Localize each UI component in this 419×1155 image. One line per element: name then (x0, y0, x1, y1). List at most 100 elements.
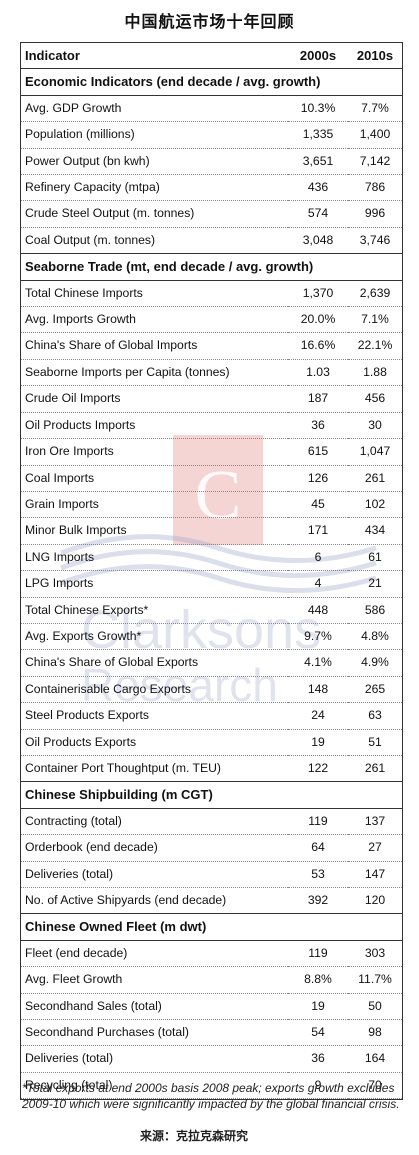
value-2000s: 36 (288, 412, 348, 440)
value-2000s: 20.0% (288, 306, 348, 334)
section-header-row: Chinese Owned Fleet (m dwt) (21, 913, 402, 941)
value-2010s: 21 (348, 570, 402, 598)
section-header-row: Seaborne Trade (mt, end decade / avg. gr… (21, 253, 402, 281)
value-2010s: 102 (348, 491, 402, 519)
table-row: Seaborne Imports per Capita (tonnes) 1.03… (21, 359, 402, 387)
table-row: Avg. GDP Growth 10.3% 7.7% (21, 95, 402, 123)
row-label: Coal Imports (21, 465, 288, 492)
row-label: Avg. Imports Growth (21, 306, 288, 334)
value-2010s: 147 (348, 861, 402, 889)
row-label: Power Output (bn kwh) (21, 148, 288, 176)
value-2010s: 786 (348, 174, 402, 202)
row-label: Secondhand Purchases (total) (21, 1019, 288, 1047)
table-row: China's Share of Global Exports 4.1% 4.9% (21, 649, 402, 677)
section-header-row: Economic Indicators (end decade / avg. g… (21, 68, 402, 96)
value-2010s: 137 (348, 808, 402, 836)
value-2010s: 11.7% (348, 966, 402, 994)
table-row: Oil Products Exports 19 51 (21, 729, 402, 756)
table-row: Fleet (end decade) 119 303 (21, 940, 402, 968)
value-2000s: 1,335 (288, 121, 348, 149)
data-table: Indicator 2000s 2010s Economic Indicator… (21, 43, 402, 1100)
value-2010s: 61 (348, 543, 402, 572)
value-2010s: 3,746 (348, 227, 402, 255)
value-2000s: 392 (288, 887, 348, 915)
value-2000s: 9.7% (288, 623, 348, 651)
row-label: China's Share of Global Imports (21, 332, 288, 360)
table-row: China's Share of Global Imports 16.6% 22.1… (21, 332, 402, 360)
value-2010s: 261 (348, 465, 402, 492)
value-2010s: 434 (348, 517, 402, 545)
value-2000s: 54 (288, 1019, 348, 1047)
row-label: Total Chinese Imports (21, 280, 288, 308)
row-label: Seaborne Imports per Capita (tonnes) (21, 359, 288, 387)
value-2010s: 7,142 (348, 148, 402, 176)
table-row: Avg. Fleet Growth 8.8% 11.7% (21, 966, 402, 994)
row-label: Coal Output (m. tonnes) (21, 227, 288, 255)
value-2010s: 50 (348, 993, 402, 1021)
value-2010s: 996 (348, 200, 402, 228)
value-2000s: 3,651 (288, 148, 348, 176)
value-2000s: 16.6% (288, 332, 348, 360)
value-2000s: 64 (288, 834, 348, 862)
source-line: 来源：克拉克森研究 (140, 1129, 249, 1143)
value-2010s: 7.7% (348, 95, 402, 123)
section-title: Chinese Owned Fleet (m dwt) (21, 913, 402, 941)
table-row: Container Port Thoughtput (m. TEU) 122 261 (21, 754, 402, 783)
table-row: Population (millions) 1,335 1,400 (21, 121, 402, 149)
value-2010s: 456 (348, 385, 402, 413)
row-label: Secondhand Sales (total) (21, 993, 288, 1021)
row-label: No. of Active Shipyards (end decade) (21, 887, 288, 915)
row-label: Fleet (end decade) (21, 940, 288, 968)
section-title: Economic Indicators (end decade / avg. g… (21, 68, 402, 96)
value-2010s: 2,639 (348, 280, 402, 308)
row-label: Oil Products Imports (21, 412, 288, 440)
row-label: LPG Imports (21, 570, 288, 598)
row-label: LNG Imports (21, 543, 288, 572)
value-2000s: 171 (288, 517, 348, 545)
value-2000s: 53 (288, 861, 348, 889)
row-label: Avg. Fleet Growth (21, 966, 288, 994)
table-row: Total Chinese Imports 1,370 2,639 (21, 280, 402, 308)
row-label: Crude Oil Imports (21, 385, 288, 413)
value-2000s: 119 (288, 808, 348, 836)
value-2000s: 119 (288, 940, 348, 968)
row-label: Refinery Capacity (mtpa) (21, 174, 288, 202)
row-label: Population (millions) (21, 121, 288, 149)
row-label: Deliveries (total) (21, 861, 288, 889)
row-label: Recycling (total) (21, 1072, 288, 1100)
table-row: Crude Steel Output (m. tonnes) 574 996 (21, 200, 402, 228)
footnote: *Total exports at end 2000s basis 2008 p… (22, 1081, 400, 1111)
table-row: Crude Oil Imports 187 456 (21, 385, 402, 413)
value-2010s: 30 (348, 412, 402, 440)
row-label: Deliveries (total) (21, 1045, 288, 1073)
value-2000s: 574 (288, 200, 348, 228)
value-2010s: 7.1% (348, 306, 402, 334)
value-2000s: 36 (288, 1045, 348, 1073)
value-2010s: 303 (348, 940, 402, 968)
row-label: Minor Bulk Imports (21, 517, 288, 545)
row-label: China's Share of Global Exports (21, 649, 288, 677)
header-indicator: Indicator (21, 43, 288, 70)
value-2010s: 164 (348, 1045, 402, 1073)
value-2010s: 70 (348, 1072, 402, 1100)
table-row: Secondhand Purchases (total) 54 98 (21, 1019, 402, 1047)
table-row: No. of Active Shipyards (end decade) 392 1… (21, 887, 402, 915)
value-2010s: 261 (348, 754, 402, 783)
value-2010s: 4.8% (348, 623, 402, 651)
table-row: Deliveries (total) 53 147 (21, 861, 402, 889)
value-2000s: 148 (288, 675, 348, 704)
table-row: Oil Products Imports 36 30 (21, 412, 402, 440)
table-row: Secondhand Sales (total) 19 50 (21, 993, 402, 1021)
value-2000s: 10.3% (288, 95, 348, 123)
table-row: Iron Ore Imports 615 1,047 (21, 438, 402, 466)
value-2000s: 615 (288, 438, 348, 466)
table-row: Deliveries (total) 36 164 (21, 1045, 402, 1073)
table-row: Coal Output (m. tonnes) 3,048 3,746 (21, 227, 402, 255)
table-row: Total Chinese Exports* 448 586 (21, 596, 402, 624)
data-table-container: C Clarksons Research Indicator 2000s 201… (20, 42, 403, 1101)
value-2000s: 4.1% (288, 649, 348, 677)
value-2010s: 51 (348, 729, 402, 756)
row-label: Grain Imports (21, 491, 288, 519)
table-row: LNG Imports 6 61 (21, 543, 402, 572)
table-row: Refinery Capacity (mtpa) 436 786 (21, 174, 402, 202)
